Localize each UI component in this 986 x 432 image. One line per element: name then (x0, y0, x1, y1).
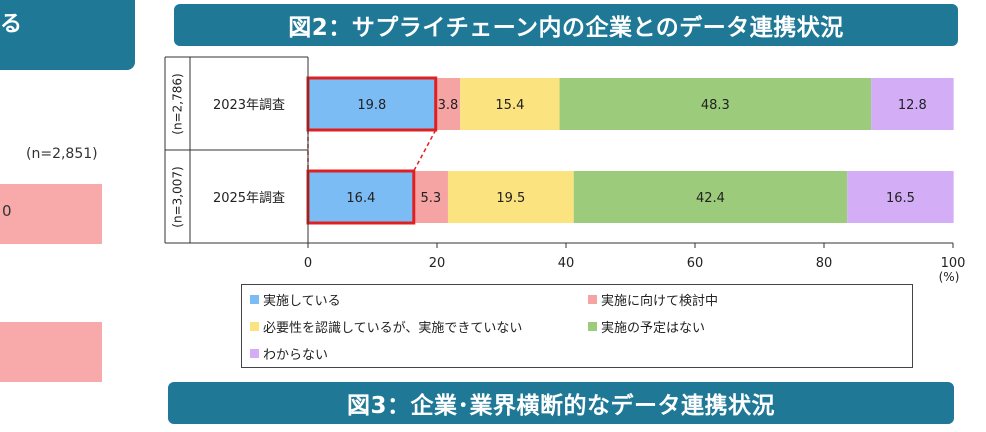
bar-segment (847, 171, 954, 223)
bar-segment (871, 78, 954, 130)
legend-swatch (250, 349, 259, 358)
legend-item: 必要性を認識しているが、実施できていない (250, 317, 522, 336)
bar-value-label: 12.8 (898, 98, 927, 113)
x-tick-label: 80 (816, 256, 833, 271)
x-axis-unit: (%) (939, 270, 960, 284)
chart-legend: 実施している 実施に向けて検討中必要性を認識しているが、実施できていない 実施の予定… (241, 284, 913, 368)
legend-swatch (588, 322, 597, 331)
left-banner-text: る (0, 12, 23, 37)
category-label: 2023年調査 (213, 98, 285, 113)
legend-label: 実施の予定はない (601, 321, 706, 336)
highlight-connector-right (413, 129, 437, 172)
bar-value-label: 16.5 (886, 191, 915, 206)
left-bar-1-value: 0 (2, 202, 12, 220)
bar-segment (559, 78, 872, 130)
x-tick-label: 100 (941, 256, 966, 271)
legend-item: 実施している (250, 290, 341, 309)
legend-item: 実施の予定はない (588, 317, 705, 336)
figure3-title: 図3：企業･業界横断的なデータ連携状況 (168, 382, 954, 424)
x-tick-label: 20 (429, 256, 446, 271)
bar-segment (308, 78, 436, 130)
left-bar-2 (0, 322, 102, 382)
legend-label: 必要性を認識しているが、実施できていない (263, 321, 523, 336)
bar-segment (447, 171, 574, 223)
bar-value-label: 5.3 (421, 191, 442, 206)
legend-item: 実施に向けて検討中 (588, 290, 718, 309)
x-tick-label: 40 (558, 256, 575, 271)
bar-segment (435, 78, 461, 130)
legend-label: わからない (263, 348, 329, 363)
legend-swatch (588, 295, 597, 304)
legend-swatch (250, 322, 259, 331)
left-figure-banner: る (0, 0, 135, 70)
bar-segment (413, 171, 448, 223)
legend-label: 実施に向けて検討中 (601, 294, 719, 309)
left-bar-1 (0, 184, 102, 244)
bar-value-label: 16.4 (346, 191, 375, 206)
left-sample-size: (n=2,851) (26, 146, 98, 162)
category-label: 2025年調査 (213, 191, 285, 206)
bar-value-label: 42.4 (696, 191, 725, 206)
bar-value-label: 15.4 (495, 98, 524, 113)
bar-segment (308, 171, 414, 223)
x-tick-label: 0 (304, 256, 312, 271)
figure2-title: 図2：サプライチェーン内の企業とのデータ連携状況 (174, 4, 958, 46)
bar-segment (460, 78, 560, 130)
bar-segment (573, 171, 848, 223)
category-sample-size: (n=2,786) (171, 73, 185, 134)
legend-label: 実施している (263, 294, 341, 309)
bar-value-label: 3.8 (438, 98, 459, 113)
bar-value-label: 19.5 (496, 191, 525, 206)
legend-item: わからない (250, 344, 328, 363)
legend-swatch (250, 295, 259, 304)
x-tick-label: 60 (687, 256, 704, 271)
bar-value-label: 48.3 (701, 98, 730, 113)
bar-value-label: 19.8 (357, 98, 386, 113)
category-sample-size: (n=3,007) (171, 166, 185, 227)
